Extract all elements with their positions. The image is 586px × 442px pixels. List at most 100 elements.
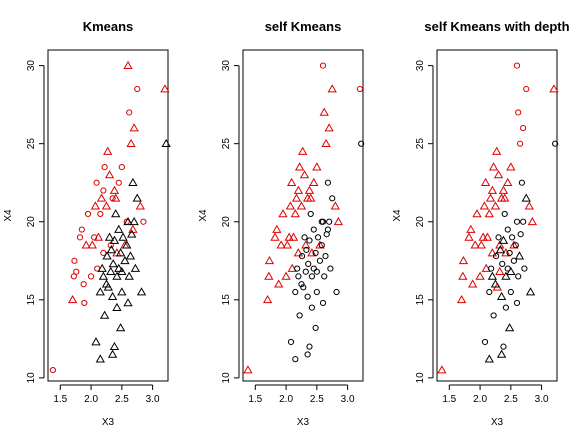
data-point-triangle-black	[124, 271, 134, 280]
data-point-triangle-black	[132, 193, 142, 202]
data-point-triangle-red	[290, 209, 300, 218]
data-point-triangle-red	[524, 201, 534, 210]
x-tick-label: 3.0	[146, 394, 160, 405]
data-point-triangle-red	[160, 84, 170, 93]
data-point-circle-black	[318, 242, 325, 249]
data-point-triangle-red	[103, 146, 113, 155]
data-point-circle-black	[307, 210, 314, 218]
data-point-triangle-black	[496, 291, 507, 301]
data-point-triangle-black	[115, 323, 126, 332]
data-point-triangle-red	[294, 162, 305, 171]
plot-frame	[242, 49, 364, 382]
data-point-circle-red	[515, 109, 522, 116]
data-point-triangle-black	[108, 259, 118, 268]
y-tick-label: 15	[26, 294, 37, 306]
data-point-triangle-black	[123, 298, 133, 307]
data-point-circle-red	[126, 109, 133, 116]
data-point-triangle-red	[468, 279, 478, 288]
data-point-circle-black	[501, 210, 508, 218]
chart-panel-1: Kmeans 1.5 2.0 2.5 3.0 10 15 20 25 30 X3 X4	[3, 19, 171, 428]
data-point-triangle-black	[130, 263, 141, 272]
data-point-circle-black	[310, 226, 317, 233]
data-point-triangle-black	[104, 232, 115, 241]
data-point-triangle-red	[67, 295, 78, 304]
data-point-circle-black	[518, 179, 526, 186]
data-point-triangle-red	[264, 255, 275, 265]
data-point-circle-black	[326, 218, 333, 225]
data-point-circle-black	[305, 260, 312, 268]
data-point-triangle-red	[135, 201, 145, 210]
data-point-triangle-red	[549, 84, 559, 93]
data-point-triangle-red	[321, 138, 331, 148]
data-point-triangle-red	[470, 240, 480, 249]
data-point-circle-black	[513, 218, 521, 225]
data-point-circle-red	[100, 187, 107, 194]
data-point-circle-black	[301, 234, 308, 241]
data-point-triangle-black	[115, 248, 126, 257]
data-point-triangle-red	[96, 193, 107, 202]
data-point-triangle-red	[129, 123, 139, 132]
data-point-circle-black	[504, 226, 511, 233]
data-point-triangle-red	[291, 193, 302, 202]
data-point-circle-red	[71, 257, 78, 264]
data-point-triangle-black	[91, 337, 101, 346]
data-point-triangle-red	[312, 162, 322, 171]
data-point-triangle-red	[278, 209, 288, 218]
data-point-triangle-red	[87, 240, 97, 249]
data-point-triangle-black	[487, 271, 498, 280]
data-point-circle-black	[298, 252, 306, 260]
data-point-circle-black	[507, 288, 514, 296]
data-point-triangle-red	[299, 170, 310, 179]
y-tick-label: 15	[221, 294, 232, 306]
x-axis-label: X3	[102, 417, 115, 428]
data-point-circle-black	[322, 252, 329, 260]
data-point-triangle-black	[506, 266, 516, 276]
data-point-circle-black	[333, 288, 340, 296]
data-point-triangle-red	[506, 162, 516, 171]
data-point-triangle-black	[161, 138, 171, 148]
data-point-triangle-red	[482, 232, 493, 241]
data-point-triangle-red	[274, 279, 284, 288]
data-point-circle-black	[292, 356, 299, 363]
data-point-triangle-red	[464, 232, 474, 241]
data-point-triangle-black	[129, 216, 139, 226]
data-point-circle-red	[97, 210, 104, 218]
data-point-circle-black	[294, 265, 301, 272]
data-point-circle-red	[100, 249, 107, 257]
data-point-circle-red	[76, 234, 84, 241]
chart-title: self Kmeans	[265, 19, 342, 34]
data-point-triangle-red	[484, 209, 494, 218]
data-point-circle-red	[134, 85, 141, 93]
data-point-circle-black	[292, 288, 299, 296]
data-point-circle-black	[306, 237, 313, 244]
y-tick-label: 25	[26, 138, 37, 150]
data-point-triangle-red	[128, 224, 138, 233]
data-point-triangle-black	[521, 193, 531, 202]
data-point-circle-red	[93, 179, 100, 186]
data-point-circle-black	[521, 265, 528, 272]
data-point-triangle-red	[333, 216, 344, 226]
data-point-triangle-red	[101, 201, 112, 210]
data-point-circle-black	[492, 252, 500, 260]
data-point-circle-black	[302, 268, 309, 275]
data-point-triangle-red	[527, 216, 538, 226]
y-tick-label: 20	[221, 216, 232, 228]
data-point-circle-red	[81, 299, 88, 307]
data-point-triangle-red	[304, 185, 315, 194]
data-point-triangle-black	[123, 216, 133, 226]
data-point-triangle-red	[480, 177, 491, 187]
data-point-triangle-black	[122, 240, 132, 249]
data-point-triangle-black	[525, 287, 536, 296]
data-point-circle-black	[506, 249, 513, 257]
data-point-circle-black	[512, 242, 519, 249]
data-point-triangle-red	[93, 232, 104, 241]
data-point-triangle-red	[492, 146, 502, 155]
data-point-triangle-red	[493, 170, 504, 179]
data-point-circle-red	[87, 273, 95, 280]
y-tick-label: 15	[415, 294, 426, 306]
data-point-triangle-red	[126, 138, 136, 148]
data-point-triangle-black	[98, 271, 109, 280]
data-point-triangle-black	[501, 271, 511, 280]
data-point-circle-red	[140, 218, 147, 225]
y-axis-label: X4	[392, 209, 403, 222]
